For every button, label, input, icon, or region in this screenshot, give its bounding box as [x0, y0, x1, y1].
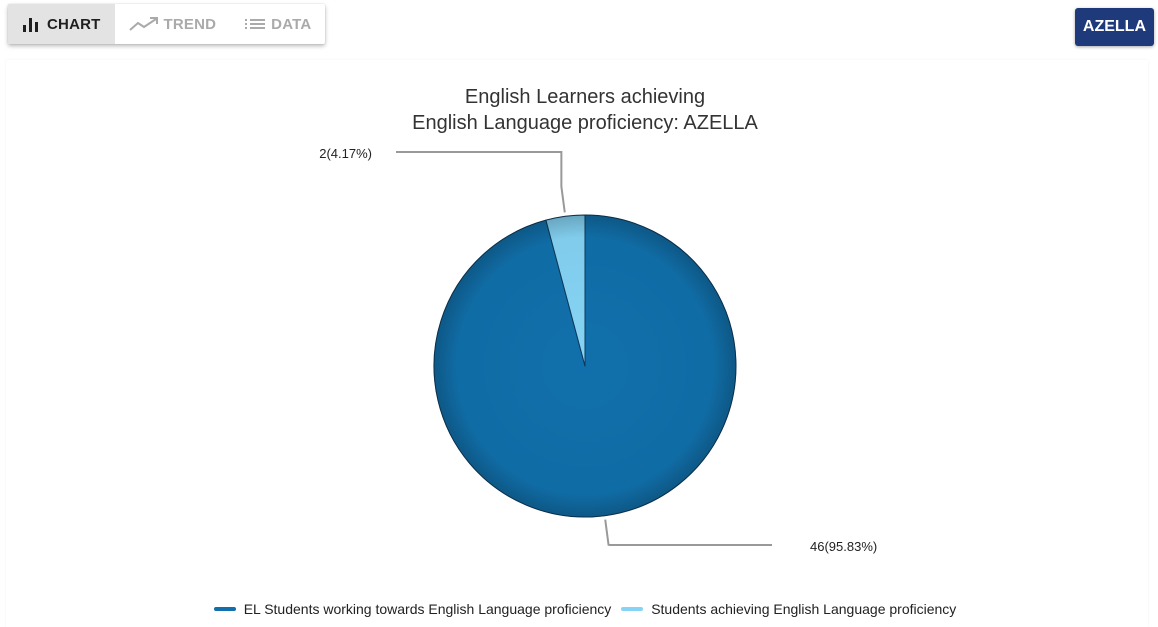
tab-data-label: DATA — [271, 15, 312, 33]
trending-up-icon — [128, 17, 158, 31]
tab-data[interactable]: DATA — [230, 4, 325, 44]
data-label-connector — [396, 151, 566, 213]
legend-item-working[interactable]: EL Students working towards English Lang… — [213, 601, 612, 617]
data-label-achieving: 2(4.17%) — [319, 146, 372, 161]
azella-button-label: AZELLA — [1082, 18, 1146, 35]
list-icon — [245, 19, 266, 29]
legend-swatch-achieving — [621, 607, 644, 611]
chart-title-line-1: English Learners achieving — [465, 86, 705, 108]
legend-label-working: EL Students working towards English Lang… — [243, 601, 612, 617]
azella-button[interactable]: AZELLA — [1074, 8, 1154, 46]
legend-label-achieving: Students achieving English Language prof… — [651, 601, 957, 617]
chart-title-line-2: English Language proficiency: AZELLA — [412, 112, 758, 134]
tab-trend-label: TREND — [163, 15, 217, 33]
chart-legend: EL Students working towards English Lang… — [0, 598, 1158, 617]
data-label-connector — [604, 519, 772, 546]
bar-chart-icon — [23, 18, 38, 32]
data-label-working: 46(95.83%) — [810, 539, 877, 554]
view-toggle-toolbar: CHART TREND DATA — [8, 4, 326, 44]
tab-chart[interactable]: CHART — [8, 4, 115, 44]
tab-chart-label: CHART — [47, 15, 101, 33]
legend-item-achieving[interactable]: Students achieving English Language prof… — [621, 601, 956, 617]
legend-swatch-working — [213, 607, 236, 611]
tab-trend[interactable]: TREND — [115, 4, 231, 44]
